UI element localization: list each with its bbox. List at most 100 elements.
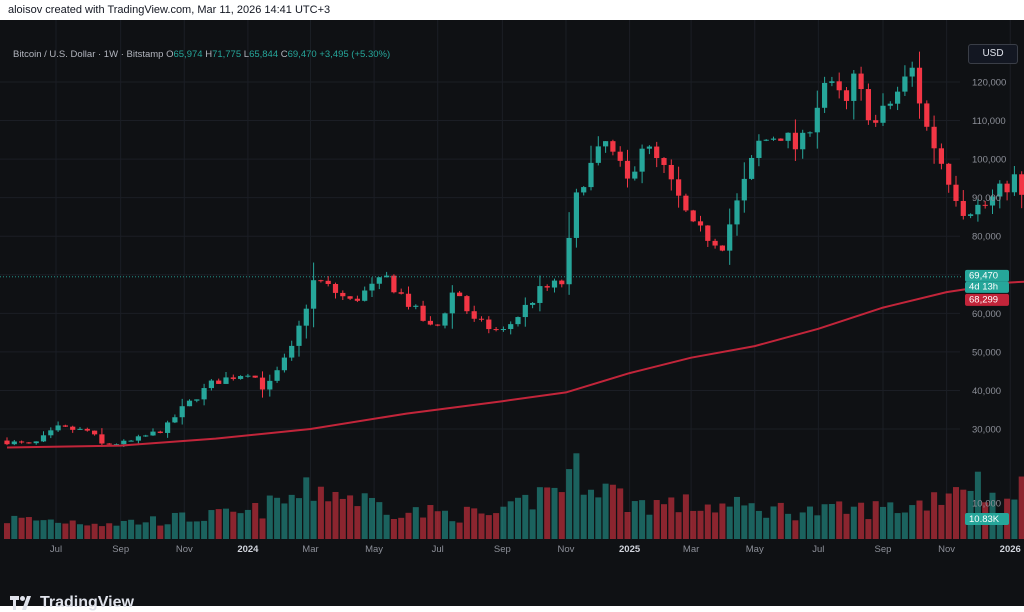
candle-body: [354, 298, 360, 301]
candle-body: [595, 146, 601, 163]
volume-bar: [953, 487, 959, 539]
time-tick-label: Sep: [112, 544, 129, 555]
candle-body: [478, 318, 485, 320]
volume-bar: [339, 498, 346, 539]
volume-tag: 10.83K: [969, 514, 1000, 525]
last-price-tag-bg: [965, 269, 1009, 282]
volume-bar: [230, 511, 237, 539]
close-label: C: [280, 49, 288, 60]
candle-body: [405, 293, 412, 307]
volume-bar: [522, 494, 529, 539]
candle-body: [763, 139, 769, 141]
time-tick-label: Sep: [494, 544, 511, 555]
candle-body: [566, 237, 572, 285]
candle-body: [303, 308, 309, 326]
candle-body: [486, 319, 492, 330]
candle-body: [975, 204, 981, 215]
countdown-tag: 4d 13h: [969, 281, 998, 292]
candle-body: [318, 280, 324, 282]
volume-bar: [996, 513, 1003, 539]
candle-body: [668, 164, 674, 180]
candles: [4, 51, 1024, 447]
volume-bar: [909, 505, 916, 539]
price-tick-label: 90,000: [972, 193, 1001, 204]
volume-bar: [945, 493, 952, 539]
volume-bar: [704, 504, 711, 539]
volume-bar: [887, 502, 894, 539]
volume-bar: [580, 494, 587, 539]
volume-bar: [799, 512, 806, 539]
volume-bar: [317, 486, 324, 539]
candle-body: [201, 388, 207, 400]
candle-body: [559, 280, 565, 285]
candle-body: [822, 82, 828, 108]
volume-bar: [536, 487, 543, 539]
volume-bar: [763, 517, 770, 539]
candle-body: [712, 240, 718, 246]
candle-body: [1019, 174, 1024, 195]
volume-bar: [361, 493, 368, 539]
candle-body: [500, 329, 506, 331]
candle-body: [734, 200, 740, 225]
volume-bar: [719, 503, 726, 539]
volume-bar: [244, 509, 251, 539]
volume-bar: [150, 516, 156, 539]
moving-average-line: [6, 280, 1024, 449]
price-tick-label: 110,000: [972, 116, 1006, 127]
volume-bar: [901, 512, 908, 539]
volume-bar: [850, 506, 857, 539]
candle-body: [1011, 174, 1017, 193]
chart-frame: 30,00040,00050,00060,00070,00080,00090,0…: [0, 20, 1024, 611]
candle-body: [106, 443, 112, 445]
volume-bar: [843, 513, 850, 539]
volume-bar: [734, 496, 740, 539]
volume-bar: [179, 512, 186, 539]
candle-body: [749, 157, 755, 179]
volume-bar: [588, 489, 594, 539]
volume-bar: [938, 504, 945, 539]
volume-bar: [310, 500, 317, 539]
volume-bar: [456, 522, 463, 539]
volume-bar: [726, 506, 733, 539]
volume-bar: [215, 509, 222, 539]
candle-body: [610, 141, 616, 152]
time-tick-label: Nov: [558, 544, 575, 555]
volume-bar: [463, 506, 470, 539]
candle-body: [617, 151, 623, 161]
candle-body: [895, 91, 901, 104]
candle-body: [508, 324, 514, 330]
volume-bar: [369, 497, 375, 539]
candle-body: [464, 296, 470, 312]
candle-body: [194, 399, 200, 401]
volume-tick-label: 10,000: [972, 498, 1001, 509]
candle-body: [471, 311, 477, 319]
tradingview-logo[interactable]: TradingView: [10, 594, 134, 612]
candle-body: [252, 375, 258, 378]
attribution-header: aloisov created with TradingView.com, Ma…: [8, 4, 331, 16]
volume-bar: [332, 491, 339, 539]
volume-bar: [500, 506, 507, 539]
volume-bar: [142, 522, 149, 539]
price-tick-label: 30,000: [972, 425, 1001, 436]
volume-bar: [858, 502, 865, 539]
time-tick-label: May: [365, 544, 383, 555]
volume-bar: [434, 511, 441, 539]
volume-bar: [259, 518, 266, 539]
candle-body: [858, 73, 864, 90]
candle-body: [581, 187, 587, 193]
price-tick-label: 40,000: [972, 386, 1001, 397]
price-chart[interactable]: 30,00040,00050,00060,00070,00080,00090,0…: [0, 20, 1024, 606]
currency-button[interactable]: USD: [968, 44, 1018, 64]
volume-bar: [398, 517, 405, 539]
candle-body: [887, 103, 893, 106]
candle-body: [216, 380, 222, 384]
volume-bar: [1018, 476, 1024, 539]
volume-bar: [653, 500, 660, 539]
volume-bar: [814, 515, 821, 539]
candle-body: [128, 440, 134, 442]
candle-body: [332, 283, 339, 293]
volume-bar: [193, 521, 200, 539]
volume-bar: [828, 504, 835, 539]
candle-body: [632, 171, 638, 179]
tradingview-logo-icon: [10, 596, 31, 610]
